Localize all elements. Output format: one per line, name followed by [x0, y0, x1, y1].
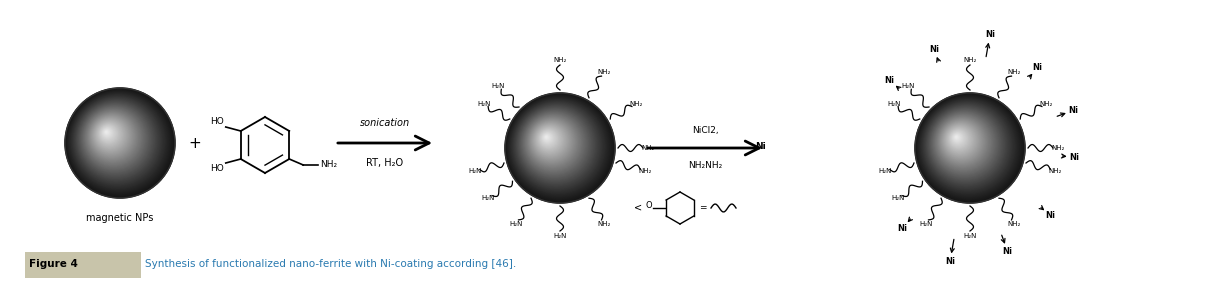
Ellipse shape — [514, 102, 600, 189]
Ellipse shape — [927, 106, 1006, 184]
Ellipse shape — [92, 117, 129, 154]
Ellipse shape — [100, 125, 116, 142]
Ellipse shape — [87, 111, 139, 163]
Ellipse shape — [507, 96, 611, 199]
Ellipse shape — [104, 129, 110, 136]
Text: NH₂: NH₂ — [321, 159, 338, 168]
Ellipse shape — [518, 107, 594, 182]
Text: H₂N: H₂N — [901, 83, 915, 89]
Ellipse shape — [947, 128, 970, 151]
Ellipse shape — [506, 94, 613, 201]
Ellipse shape — [928, 107, 1003, 181]
Ellipse shape — [524, 113, 583, 172]
Ellipse shape — [91, 115, 132, 157]
Ellipse shape — [67, 90, 172, 195]
Ellipse shape — [74, 97, 161, 184]
Text: Ni: Ni — [945, 257, 955, 266]
Ellipse shape — [536, 127, 563, 153]
Ellipse shape — [520, 109, 589, 178]
Ellipse shape — [927, 105, 1006, 185]
Text: NiCl2,: NiCl2, — [692, 126, 719, 135]
Ellipse shape — [99, 124, 119, 144]
Ellipse shape — [99, 125, 117, 143]
Ellipse shape — [65, 88, 175, 198]
Ellipse shape — [526, 115, 580, 169]
Text: HO: HO — [211, 117, 224, 126]
Text: NH₂: NH₂ — [1048, 168, 1061, 174]
Ellipse shape — [933, 112, 995, 174]
Ellipse shape — [938, 117, 989, 168]
Text: +: + — [189, 135, 201, 151]
Ellipse shape — [926, 104, 1008, 187]
Ellipse shape — [86, 111, 140, 164]
Ellipse shape — [105, 130, 109, 135]
Ellipse shape — [924, 103, 1009, 187]
Ellipse shape — [955, 135, 960, 140]
Ellipse shape — [74, 98, 160, 183]
Text: NH₂NH₂: NH₂NH₂ — [687, 161, 722, 170]
Text: Ni: Ni — [1032, 63, 1043, 72]
Ellipse shape — [103, 128, 113, 138]
Text: H₂N: H₂N — [509, 221, 523, 227]
Ellipse shape — [939, 119, 985, 164]
Ellipse shape — [541, 131, 555, 146]
Ellipse shape — [541, 132, 555, 145]
Ellipse shape — [67, 90, 172, 195]
Ellipse shape — [87, 112, 137, 162]
Ellipse shape — [94, 120, 125, 150]
Ellipse shape — [92, 117, 131, 155]
Ellipse shape — [103, 129, 111, 137]
Ellipse shape — [546, 136, 547, 138]
Ellipse shape — [94, 119, 126, 151]
Ellipse shape — [102, 128, 113, 138]
Ellipse shape — [93, 118, 128, 153]
Ellipse shape — [79, 103, 151, 176]
Ellipse shape — [68, 91, 171, 194]
Ellipse shape — [926, 105, 1007, 186]
Ellipse shape — [940, 119, 984, 163]
Ellipse shape — [511, 100, 605, 193]
Ellipse shape — [930, 110, 998, 178]
Ellipse shape — [946, 126, 973, 154]
Ellipse shape — [537, 128, 561, 151]
Ellipse shape — [953, 134, 962, 142]
Ellipse shape — [540, 130, 558, 148]
Ellipse shape — [508, 96, 610, 198]
Text: Ni: Ni — [1070, 153, 1079, 162]
Ellipse shape — [921, 100, 1015, 193]
Ellipse shape — [928, 107, 1003, 182]
Text: H₂N: H₂N — [477, 101, 490, 107]
Ellipse shape — [932, 111, 997, 176]
Ellipse shape — [77, 101, 155, 178]
Ellipse shape — [943, 122, 979, 159]
Ellipse shape — [528, 117, 577, 167]
Ellipse shape — [530, 119, 574, 163]
Ellipse shape — [509, 97, 609, 196]
Ellipse shape — [69, 92, 169, 192]
Ellipse shape — [940, 120, 983, 163]
Ellipse shape — [71, 95, 165, 188]
Text: sonication: sonication — [359, 118, 410, 128]
Ellipse shape — [935, 115, 991, 171]
Ellipse shape — [105, 132, 108, 133]
Ellipse shape — [927, 106, 1004, 183]
Ellipse shape — [77, 102, 154, 177]
Text: Ni: Ni — [929, 45, 939, 54]
Ellipse shape — [511, 98, 606, 195]
Ellipse shape — [943, 123, 979, 158]
Ellipse shape — [951, 132, 964, 145]
Ellipse shape — [96, 121, 125, 149]
Ellipse shape — [543, 134, 551, 141]
Text: NH₂: NH₂ — [639, 168, 652, 174]
Ellipse shape — [949, 129, 969, 149]
Ellipse shape — [938, 118, 986, 166]
Ellipse shape — [922, 100, 1014, 192]
Ellipse shape — [924, 103, 1009, 188]
Ellipse shape — [930, 109, 1001, 179]
Ellipse shape — [531, 121, 571, 161]
Text: NH₂: NH₂ — [1007, 221, 1021, 227]
Ellipse shape — [941, 121, 983, 162]
Ellipse shape — [930, 109, 999, 178]
Ellipse shape — [941, 121, 981, 161]
